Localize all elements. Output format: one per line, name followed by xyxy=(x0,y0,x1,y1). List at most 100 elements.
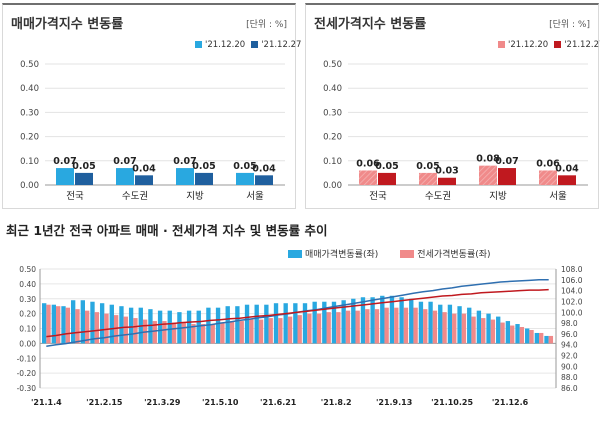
jeonse-category-label: 서울 xyxy=(549,191,567,202)
jeonse-data-label: 0.06 xyxy=(356,158,380,169)
jeonse-bar xyxy=(359,170,377,185)
trend-jeonse-bar xyxy=(403,307,409,344)
trend-jeonse-bar xyxy=(297,315,302,344)
trend-jeonse-bar xyxy=(539,332,544,344)
sale-category-label: 수도권 xyxy=(122,190,148,202)
trend-sale-bar xyxy=(428,301,433,344)
trend-left-ytick: 0.40 xyxy=(19,280,36,289)
trend-jeonse-bar xyxy=(171,322,177,344)
jeonse-change-panel: 전세가격지수 변동률 [단위 : %] '21.12.20 '21.12.27 0… xyxy=(305,3,600,209)
trend-legend: 매매가격변동률(좌) 전세가격변동률(좌) xyxy=(280,247,491,260)
trend-jeonse-bar xyxy=(220,322,225,344)
trend-xtick: '21.8.2 xyxy=(321,398,352,407)
sale-category-label: 서울 xyxy=(246,191,264,202)
trend-jeonse-bar xyxy=(461,313,467,344)
trend-sale-bar xyxy=(515,324,520,344)
trend-jeonse-bar xyxy=(75,309,80,344)
trend-jeonse-bar xyxy=(336,312,341,344)
trend-jeonse-bar xyxy=(316,313,322,344)
trend-sale-bar xyxy=(61,306,66,344)
sale-ytick: 0.30 xyxy=(20,108,39,118)
sale-legend-swatch-2 xyxy=(251,41,259,48)
sale-bar-chart: 0.000.100.200.300.400.500.070.05전국0.070.… xyxy=(20,60,285,202)
jeonse-data-label: 0.07 xyxy=(495,156,518,167)
sale-legend-label-2: '21.12.27 xyxy=(261,40,302,50)
jeonse-ytick: 0.20 xyxy=(323,133,342,143)
trend-sale-bar xyxy=(167,310,172,344)
trend-sale-bar xyxy=(438,304,443,344)
trend-xtick: '21.5.10 xyxy=(202,398,239,407)
sale-change-panel: 매매가격지수 변동률 [단위 : %] '21.12.20 '21.12.27 0… xyxy=(2,3,301,209)
trend-xtick: '21.10.25 xyxy=(431,398,473,407)
trend-right-ytick: 104.0 xyxy=(561,287,583,296)
trend-legend-label-sale: 매매가격변동률(좌) xyxy=(305,250,379,260)
sale-panel-title: 매매가격지수 변동률 xyxy=(11,17,124,32)
jeonse-bar xyxy=(498,168,516,185)
trend-left-ytick: -0.10 xyxy=(17,354,37,363)
trend-jeonse-bar xyxy=(510,325,515,344)
sale-bar xyxy=(116,168,134,185)
jeonse-category-label: 수도권 xyxy=(425,190,451,202)
trend-jeonse-bar xyxy=(258,319,264,344)
trend-right-ytick: 106.0 xyxy=(561,276,583,285)
trend-jeonse-bar xyxy=(249,319,254,344)
trend-sale-bar xyxy=(351,298,356,344)
trend-legend-label-jeonse: 전세가격변동률(좌) xyxy=(417,250,491,260)
sale-bar xyxy=(236,172,254,185)
trend-jeonse-bar xyxy=(307,313,312,344)
trend-sale-bar xyxy=(534,332,540,344)
trend-jeonse-bar xyxy=(181,322,186,344)
trend-sale-bar xyxy=(496,316,501,344)
trend-jeonse-bar xyxy=(278,318,283,344)
jeonse-data-label: 0.08 xyxy=(476,154,500,165)
trend-jeonse-bar xyxy=(84,310,90,344)
trend-sale-bar xyxy=(447,304,453,344)
sale-ytick: 0.50 xyxy=(20,60,39,70)
jeonse-data-label: 0.03 xyxy=(435,166,458,177)
trend-xtick: '21.6.21 xyxy=(260,398,297,407)
jeonse-legend-label-1: '21.12.20 xyxy=(508,40,549,50)
sale-data-label: 0.05 xyxy=(192,161,215,172)
trend-left-ytick: 0.20 xyxy=(19,310,36,319)
trend-jeonse-bar xyxy=(152,321,157,344)
trend-sale-bar xyxy=(264,304,269,344)
trend-jeonse-bar xyxy=(104,313,109,344)
trend-jeonse-bar xyxy=(200,324,206,344)
jeonse-category-label: 지방 xyxy=(489,191,507,202)
jeonse-data-label: 0.06 xyxy=(536,158,560,169)
trend-jeonse-bar xyxy=(210,324,215,344)
trend-jeonse-bar xyxy=(345,310,351,344)
trend-sale-bar xyxy=(80,300,85,344)
jeonse-bar xyxy=(378,172,396,185)
trend-sale-bar xyxy=(215,307,221,344)
trend-jeonse-bar xyxy=(452,313,457,344)
trend-sale-bar xyxy=(302,303,308,344)
trend-jeonse-bar xyxy=(113,315,119,344)
trend-right-ytick: 98.0 xyxy=(561,319,578,328)
sale-legend: '21.12.20 '21.12.27 xyxy=(189,40,301,50)
trend-sale-bar xyxy=(225,306,230,344)
trend-jeonse-bar xyxy=(133,318,138,344)
trend-jeonse-bar xyxy=(490,319,496,344)
trend-sale-bar xyxy=(360,297,366,344)
sale-data-label: 0.04 xyxy=(252,163,276,174)
jeonse-bar xyxy=(419,172,437,185)
jeonse-bar xyxy=(558,175,576,185)
trend-jeonse-bar xyxy=(471,316,476,344)
trend-jeonse-bar xyxy=(365,309,370,344)
sale-panel-unit: [단위 : %] xyxy=(246,20,287,30)
trend-right-ytick: 92.0 xyxy=(561,352,578,361)
jeonse-legend-label-2: '21.12.27 xyxy=(564,40,600,50)
sale-bar xyxy=(56,168,74,185)
sale-bar xyxy=(135,175,153,185)
jeonse-data-label: 0.04 xyxy=(555,163,579,174)
trend-sale-bar xyxy=(505,321,511,344)
trend-jeonse-bar xyxy=(500,322,505,344)
jeonse-ytick: 0.30 xyxy=(323,108,342,118)
trend-jeonse-bar xyxy=(287,316,293,344)
jeonse-ytick: 0.40 xyxy=(323,84,342,94)
trend-xtick: '21.2.15 xyxy=(86,398,123,407)
trend-jeonse-bar xyxy=(355,310,360,344)
trend-sale-bar xyxy=(70,300,76,344)
trend-jeonse-bar xyxy=(423,309,428,344)
